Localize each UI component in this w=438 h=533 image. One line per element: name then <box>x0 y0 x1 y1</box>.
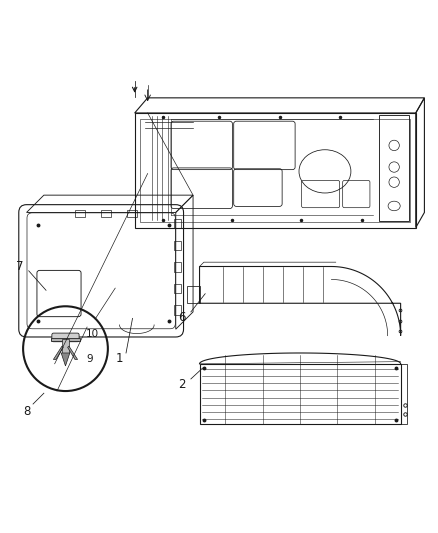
Bar <box>173 219 181 229</box>
Text: 7: 7 <box>16 260 24 273</box>
Polygon shape <box>67 346 78 359</box>
Bar <box>62 339 69 353</box>
Polygon shape <box>61 353 70 366</box>
Bar <box>75 211 85 217</box>
Bar <box>173 262 181 272</box>
Text: 8: 8 <box>23 405 30 418</box>
Bar <box>173 240 181 250</box>
Text: 6: 6 <box>179 311 186 324</box>
Bar <box>173 284 181 293</box>
Text: 10: 10 <box>86 328 99 338</box>
FancyBboxPatch shape <box>52 333 79 342</box>
Bar <box>127 211 137 217</box>
Text: 2: 2 <box>178 377 185 391</box>
Text: 9: 9 <box>86 354 92 365</box>
Text: 1: 1 <box>116 352 123 365</box>
Polygon shape <box>53 346 64 359</box>
Bar <box>101 211 111 217</box>
Bar <box>173 305 181 315</box>
Polygon shape <box>51 338 80 341</box>
